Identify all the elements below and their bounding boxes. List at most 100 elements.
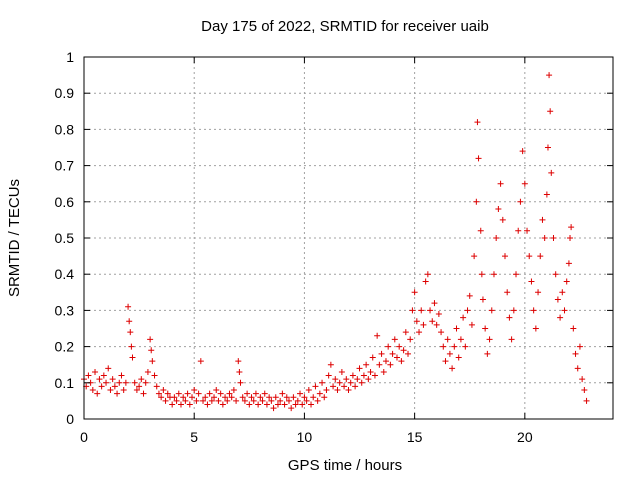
data-point xyxy=(360,372,367,379)
data-point xyxy=(148,347,155,354)
data-point xyxy=(327,361,334,368)
data-point xyxy=(266,394,273,401)
data-point xyxy=(508,336,515,343)
data-point xyxy=(440,343,447,350)
data-point xyxy=(189,394,196,401)
data-point xyxy=(451,343,458,350)
data-point xyxy=(557,314,564,321)
data-point xyxy=(493,235,500,241)
data-point xyxy=(136,383,143,390)
data-point xyxy=(446,350,453,357)
data-point xyxy=(290,394,297,401)
data-point xyxy=(504,289,511,296)
data-point xyxy=(204,401,211,408)
data-point xyxy=(519,148,526,155)
data-point xyxy=(576,343,583,350)
data-point xyxy=(352,383,359,390)
y-axis-label: SRMTID / TECUs xyxy=(6,179,23,297)
data-point xyxy=(202,394,209,401)
data-point xyxy=(435,311,442,318)
data-point xyxy=(499,216,506,223)
data-point xyxy=(297,390,304,397)
data-point xyxy=(96,376,103,383)
grid-lines xyxy=(84,57,613,419)
data-point xyxy=(169,401,176,408)
data-point xyxy=(144,368,151,375)
data-point xyxy=(550,235,557,241)
data-point xyxy=(506,314,513,321)
data-point xyxy=(228,394,235,401)
data-point xyxy=(409,307,416,314)
data-point xyxy=(283,394,290,401)
data-point xyxy=(563,278,570,285)
data-point xyxy=(568,224,575,231)
data-point xyxy=(554,296,561,303)
data-point xyxy=(449,365,456,372)
data-point xyxy=(173,397,180,404)
data-point xyxy=(462,343,469,350)
data-point xyxy=(206,390,213,397)
data-point xyxy=(303,397,310,404)
data-point xyxy=(235,358,242,365)
y-tick-label: 0.1 xyxy=(55,375,75,391)
data-point xyxy=(246,401,253,408)
data-point xyxy=(391,336,398,343)
data-point xyxy=(347,379,354,386)
data-point xyxy=(420,321,427,328)
data-point xyxy=(215,397,222,404)
data-point xyxy=(171,394,178,401)
data-point xyxy=(312,383,319,390)
data-point xyxy=(413,318,420,325)
data-point xyxy=(85,372,92,379)
data-point xyxy=(473,198,480,205)
data-point xyxy=(474,119,481,126)
data-point xyxy=(442,358,449,365)
data-point xyxy=(565,260,572,267)
data-point xyxy=(182,397,189,404)
data-point xyxy=(277,397,284,404)
data-point xyxy=(460,314,467,321)
data-point xyxy=(153,383,160,390)
data-point xyxy=(274,401,281,408)
data-point xyxy=(418,307,425,314)
data-point xyxy=(323,387,330,394)
data-point xyxy=(579,376,586,383)
data-point xyxy=(100,372,107,379)
data-point xyxy=(526,253,533,260)
data-point xyxy=(89,387,96,394)
data-point xyxy=(305,387,312,394)
data-point xyxy=(131,379,138,386)
data-point xyxy=(184,390,191,397)
data-point xyxy=(301,394,308,401)
data-point xyxy=(468,321,475,328)
data-point xyxy=(162,397,169,404)
data-point xyxy=(94,390,101,397)
data-point xyxy=(380,368,387,375)
data-point xyxy=(160,387,167,394)
data-point xyxy=(371,372,378,379)
data-point xyxy=(219,401,226,408)
data-point xyxy=(484,350,491,357)
data-point xyxy=(537,253,544,260)
data-point xyxy=(325,372,332,379)
data-point xyxy=(345,387,352,394)
data-point xyxy=(510,307,517,314)
data-point xyxy=(431,300,438,307)
data-point xyxy=(405,350,412,357)
data-point xyxy=(133,387,140,394)
data-point xyxy=(270,405,277,412)
data-point xyxy=(191,387,198,394)
data-point xyxy=(272,394,279,401)
data-point xyxy=(140,390,147,397)
y-tick-label: 0.8 xyxy=(55,121,75,137)
data-point xyxy=(515,227,522,234)
data-point xyxy=(369,354,376,361)
data-point xyxy=(281,401,288,408)
y-tick-label: 0 xyxy=(66,411,74,427)
data-point xyxy=(488,307,495,314)
data-point xyxy=(497,180,504,187)
data-point xyxy=(316,390,323,397)
data-point xyxy=(477,227,484,234)
y-tick-labels: 0 0.1 0.2 0.3 0.4 0.5 0.6 0.7 0.8 0.9 1 xyxy=(55,49,75,427)
data-point xyxy=(548,169,555,176)
